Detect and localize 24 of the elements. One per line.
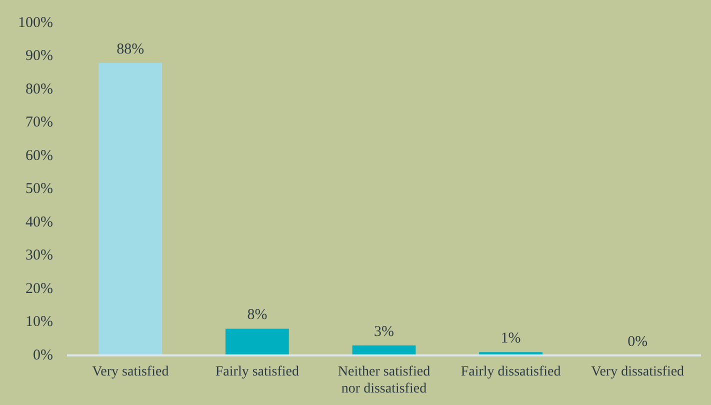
x-tick-label: Neither satisfied nor dissatisfied (338, 364, 430, 396)
bar (352, 345, 416, 356)
y-tick-label: 90% (25, 48, 53, 64)
data-label: 88% (116, 41, 144, 58)
bar (98, 62, 162, 356)
data-label: 8% (247, 307, 268, 324)
y-tick-label: 50% (25, 181, 53, 198)
y-tick-label: 70% (25, 114, 53, 131)
y-tick-label: 20% (25, 280, 53, 297)
y-tick-label: 0% (32, 347, 53, 364)
y-tick-label: 80% (25, 81, 53, 98)
data-label: 3% (374, 324, 394, 340)
x-tick-label: Fairly dissatisfied (460, 364, 561, 380)
y-tick-label: 40% (25, 214, 53, 230)
data-label: 0% (628, 334, 648, 350)
x-tick-label: Fairly satisfied (215, 364, 299, 380)
y-tick-label: 100% (18, 14, 53, 31)
x-tick-label: Very satisfied (92, 364, 169, 380)
bar (225, 328, 289, 356)
data-label: 1% (500, 330, 521, 347)
y-tick-label: 30% (25, 248, 53, 264)
x-tick-label: Very dissatisfied (591, 364, 684, 380)
y-tick-label: 10% (25, 314, 53, 330)
y-tick-label: 60% (25, 148, 53, 164)
